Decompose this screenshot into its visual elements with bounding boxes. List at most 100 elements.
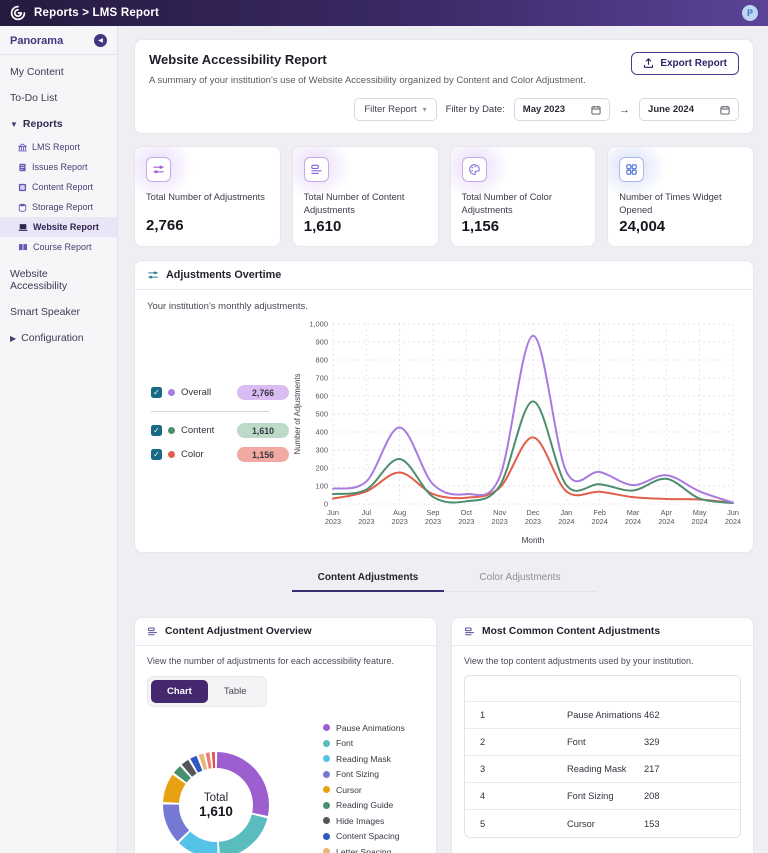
sidebar-item-reports[interactable]: ▼ Reports <box>0 111 117 137</box>
sliders-icon <box>152 163 165 176</box>
list-layout-icon <box>464 626 475 637</box>
sidebar-collapse-button[interactable]: ◀ <box>94 34 107 47</box>
svg-text:Jul: Jul <box>362 508 372 517</box>
panorama-logo-icon <box>10 5 26 21</box>
legend-label: Font <box>336 738 353 748</box>
sidebar-item-issues-report[interactable]: Issues Report <box>0 157 117 177</box>
most-common-adjustments-card: Most Common Content Adjustments View the… <box>451 617 754 853</box>
svg-text:Oct: Oct <box>461 508 472 517</box>
tab-content-adjustments[interactable]: Content Adjustments <box>292 572 444 592</box>
sidebar-item-todo-list[interactable]: To-Do List <box>0 85 117 111</box>
overall-checkbox[interactable]: ✓ <box>151 387 162 398</box>
svg-text:Feb: Feb <box>593 508 606 517</box>
legend-dot-icon <box>323 833 330 840</box>
legend-divider <box>151 411 269 412</box>
page-description: A summary of your institution's use of W… <box>149 74 589 88</box>
svg-text:900: 900 <box>315 338 328 347</box>
color-dot-icon <box>168 451 175 458</box>
list-layout-icon <box>147 626 158 637</box>
date-to-input[interactable]: June 2024 <box>639 98 739 121</box>
svg-text:200: 200 <box>315 464 328 473</box>
sidebar-item-my-content[interactable]: My Content <box>0 59 117 85</box>
svg-text:May: May <box>693 508 707 517</box>
svg-text:2023: 2023 <box>492 517 508 526</box>
adjustments-overtime-card: Adjustments Overtime Your institution's … <box>134 260 754 553</box>
svg-text:800: 800 <box>315 356 328 365</box>
svg-text:2024: 2024 <box>558 517 574 526</box>
svg-text:2023: 2023 <box>392 517 408 526</box>
donut-legend-item: Reading Mask <box>323 754 405 764</box>
sidebar-item-course-report[interactable]: Course Report <box>0 237 117 257</box>
svg-text:1,000: 1,000 <box>309 320 328 329</box>
stat-color-adjustments: Total Number of Color Adjustments 1,156 <box>450 146 597 247</box>
svg-text:Nov: Nov <box>493 508 506 517</box>
svg-text:2024: 2024 <box>592 517 608 526</box>
main-content: Website Accessibility Report A summary o… <box>118 26 768 853</box>
export-report-button[interactable]: Export Report <box>631 52 739 75</box>
sidebar-item-storage-report[interactable]: Storage Report <box>0 197 117 217</box>
chevron-down-icon: ▾ <box>423 105 427 114</box>
table-header-row <box>465 676 740 702</box>
stat-total-adjustments: Total Number of Adjustments 2,766 <box>134 146 281 247</box>
color-checkbox[interactable]: ✓ <box>151 449 162 460</box>
sidebar-item-lms-report[interactable]: LMS Report <box>0 137 117 157</box>
legend-dot-icon <box>323 848 330 853</box>
common-adjustments-table: 1 Pause Animations 462 2 Font 329 3 Read… <box>464 675 741 838</box>
table-row: 1 Pause Animations 462 <box>465 702 740 729</box>
stat-cards: Total Number of Adjustments 2,766 Total … <box>134 146 754 247</box>
toggle-chart-button[interactable]: Chart <box>151 680 208 703</box>
svg-text:Mar: Mar <box>627 508 640 517</box>
svg-text:2024: 2024 <box>725 517 741 526</box>
date-from-input[interactable]: May 2023 <box>514 98 610 121</box>
donut-legend-item: Hide Images <box>323 816 405 826</box>
user-avatar[interactable]: P <box>742 5 758 21</box>
sidebar-item-website-accessibility[interactable]: Website Accessibility <box>0 261 117 299</box>
chart-table-toggle: Chart Table <box>147 676 267 707</box>
table-row: 5 Cursor 153 <box>465 810 740 837</box>
legend-dot-icon <box>323 755 330 762</box>
overview-title: Content Adjustment Overview <box>165 626 312 637</box>
svg-text:400: 400 <box>315 428 328 437</box>
table-row: 3 Reading Mask 217 <box>465 756 740 783</box>
content-checkbox[interactable]: ✓ <box>151 425 162 436</box>
svg-text:2023: 2023 <box>425 517 441 526</box>
svg-text:700: 700 <box>315 374 328 383</box>
content-dot-icon <box>168 427 175 434</box>
breadcrumb: Reports > LMS Report <box>34 7 159 19</box>
legend-label: Font Sizing <box>336 769 379 779</box>
svg-text:Jun: Jun <box>727 508 739 517</box>
donut-legend-item: Letter Spacing <box>323 847 405 853</box>
laptop-icon <box>18 223 28 232</box>
report-header-card: Website Accessibility Report A summary o… <box>134 39 754 134</box>
common-title: Most Common Content Adjustments <box>482 626 660 637</box>
legend-dot-icon <box>323 771 330 778</box>
legend-content: ✓ Content 1,610 <box>151 423 289 438</box>
sidebar-item-content-report[interactable]: Content Report <box>0 177 117 197</box>
tab-color-adjustments[interactable]: Color Adjustments <box>444 572 596 592</box>
chevron-right-icon: ▶ <box>10 334 16 343</box>
svg-text:Number of Adjustments: Number of Adjustments <box>293 374 302 455</box>
document-icon <box>18 163 27 172</box>
legend-dot-icon <box>323 724 330 731</box>
grid-icon <box>18 183 27 192</box>
stat-widget-opened: Number of Times Widget Opened 24,004 <box>607 146 754 247</box>
filter-report-dropdown[interactable]: Filter Report ▾ <box>354 98 436 121</box>
sidebar: Panorama ◀ My Content To-Do List ▼ Repor… <box>0 26 118 853</box>
donut-legend-item: Font Sizing <box>323 769 405 779</box>
arrow-right-icon: → <box>619 104 630 116</box>
legend-label: Hide Images <box>336 816 384 826</box>
legend-dot-icon <box>323 802 330 809</box>
donut-legend: Pause AnimationsFontReading MaskFont Siz… <box>323 717 405 853</box>
chart-card-title: Adjustments Overtime <box>166 269 281 281</box>
content-lines-icon <box>310 163 323 176</box>
toggle-table-button[interactable]: Table <box>208 680 263 703</box>
chevron-down-icon: ▼ <box>10 120 18 129</box>
sidebar-item-configuration[interactable]: ▶ Configuration <box>0 325 117 351</box>
export-icon <box>643 58 654 69</box>
svg-text:300: 300 <box>315 446 328 455</box>
sidebar-item-website-report[interactable]: Website Report <box>0 217 117 237</box>
content-adjustment-overview-card: Content Adjustment Overview View the num… <box>134 617 437 853</box>
database-icon <box>18 203 27 212</box>
legend-label: Cursor <box>336 785 362 795</box>
sidebar-item-smart-speaker[interactable]: Smart Speaker <box>0 299 117 325</box>
